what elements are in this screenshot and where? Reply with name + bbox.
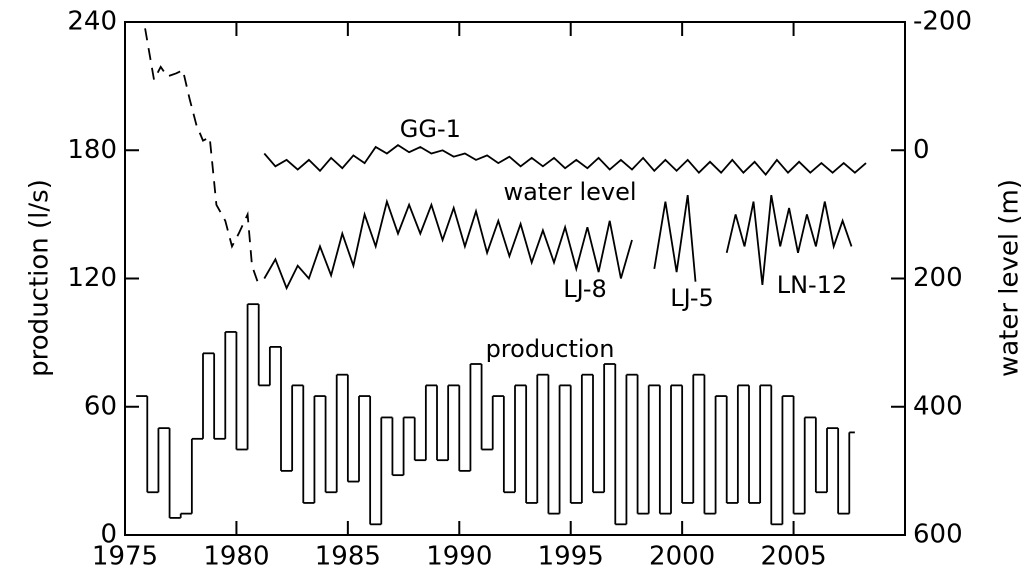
series-label: LN-12 [777,271,848,299]
y-tick-label: 0 [100,520,117,550]
y2-tick-label: 0 [913,135,930,165]
series-label: LJ-5 [670,284,714,312]
y-tick-label: 60 [84,391,117,421]
y2-axis-label: water level (m) [995,179,1025,377]
y-tick-label: 180 [67,135,117,165]
y2-tick-label: 600 [913,520,963,550]
x-tick-label: 1990 [426,542,492,572]
x-tick-label: 2005 [760,542,826,572]
water-level-line [263,144,867,177]
x-tick-label: 1985 [315,542,381,572]
y2-tick-label: 200 [913,263,963,293]
water-level-line [653,194,697,282]
x-tick-label: 1975 [92,542,158,572]
water-level-line [725,194,853,285]
y-tick-label: 120 [67,263,117,293]
water-level-line [144,28,260,286]
series-label: GG-1 [400,115,461,143]
y-axis-label: production (l/s) [25,179,55,377]
x-tick-label: 1995 [538,542,604,572]
x-tick-label: 1980 [203,542,269,572]
annotation: water level [503,178,636,206]
x-tick-label: 2000 [649,542,715,572]
y2-tick-label: 400 [913,391,963,421]
series-label: production [486,335,615,363]
y-tick-label: 240 [67,7,117,37]
y2-tick-label: -200 [913,7,972,37]
series-label: LJ-8 [563,275,607,303]
water-level-line [263,198,633,291]
